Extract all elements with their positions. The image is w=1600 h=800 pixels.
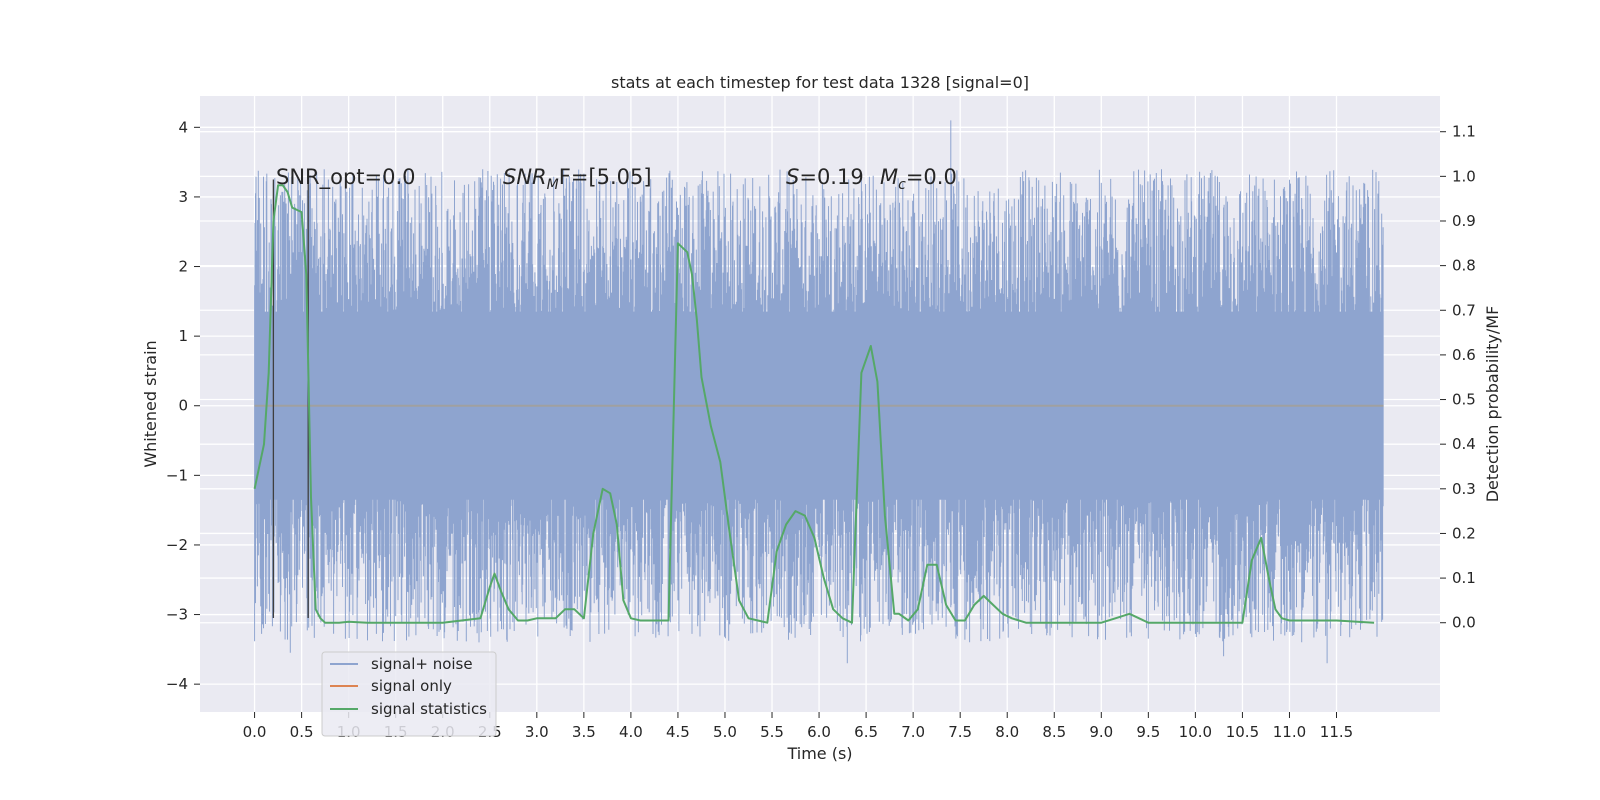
annotation-s-main: S: [786, 165, 799, 189]
y-right-tick-label: 0.8: [1452, 257, 1476, 275]
y-right-tick-label: 1.1: [1452, 123, 1476, 141]
y-tick-label: 2: [178, 258, 188, 276]
annotation-mc-main: M: [880, 165, 898, 189]
y-tick-label: −4: [166, 675, 188, 693]
axes: 0.00.51.01.52.02.53.03.54.04.55.05.56.06…: [166, 118, 1476, 741]
x-tick-label: 6.5: [854, 723, 878, 741]
annotation-snr-mf-sub: M: [547, 177, 559, 193]
x-tick-label: 11.5: [1320, 723, 1353, 741]
y-right-tick-label: 0.5: [1452, 391, 1476, 409]
legend-label-signal-only: signal only: [371, 677, 452, 695]
annotation-mc: Mc=0.0: [880, 165, 957, 193]
series-signal-statistics: [253, 184, 1375, 624]
y-right-tick-label: 0.6: [1452, 346, 1476, 364]
y-right-tick-label: 0.3: [1452, 480, 1476, 498]
x-tick-label: 9.5: [1136, 723, 1160, 741]
signal-statistics-line: [253, 184, 1375, 624]
x-tick-label: 10.5: [1226, 723, 1259, 741]
x-tick-label: 11.0: [1273, 723, 1306, 741]
y-right-tick-label: 0.1: [1452, 569, 1476, 587]
y-right-tick-label: 0.2: [1452, 524, 1476, 542]
x-tick-label: 4.0: [619, 723, 643, 741]
y-tick-label: 3: [178, 188, 188, 206]
y-tick-label: −2: [166, 536, 188, 554]
x-tick-label: 0.5: [290, 723, 314, 741]
annotation-s-tail: =0.19: [799, 165, 863, 189]
legend: signal+ noise signal only signal statist…: [321, 651, 497, 737]
annotation-snr-mf-tail: F=[5.05]: [559, 165, 652, 189]
x-tick-label: 8.5: [1042, 723, 1066, 741]
y-tick-label: −1: [166, 466, 188, 484]
x-tick-label: 5.0: [713, 723, 737, 741]
y-tick-label: 4: [178, 118, 188, 136]
annotation-snr-opt: SNR_opt=0.0: [276, 165, 416, 190]
annotation-s: S=0.19: [786, 165, 864, 189]
y-tick-label: 1: [178, 327, 188, 345]
x-tick-label: 10.0: [1179, 723, 1212, 741]
x-tick-label: 3.0: [525, 723, 549, 741]
x-tick-label: 7.5: [948, 723, 972, 741]
x-tick-label: 5.5: [760, 723, 784, 741]
x-tick-label: 6.0: [807, 723, 831, 741]
y-right-tick-label: 1.0: [1452, 167, 1476, 185]
x-tick-label: 4.5: [666, 723, 690, 741]
x-axis-label: Time (s): [786, 744, 852, 763]
annotation-mc-tail: =0.0: [906, 165, 957, 189]
y-axis-right-label: Detection probability/MF: [1483, 306, 1502, 503]
y-tick-label: −3: [166, 606, 188, 624]
x-tick-label: 9.0: [1089, 723, 1113, 741]
x-tick-label: 7.0: [901, 723, 925, 741]
y-right-tick-label: 0.4: [1452, 435, 1476, 453]
legend-box: [321, 651, 497, 737]
annotation-mc-sub: c: [898, 177, 906, 193]
x-tick-label: 3.5: [572, 723, 596, 741]
y-tick-label: 0: [178, 397, 188, 415]
legend-label-signal-noise: signal+ noise: [371, 655, 473, 673]
x-tick-label: 8.0: [995, 723, 1019, 741]
y-right-tick-label: 0.7: [1452, 301, 1476, 319]
y-right-tick-label: 0.0: [1452, 614, 1476, 632]
legend-label-signal-statistics: signal statistics: [371, 700, 487, 718]
annotation-snr-mf-main: SNR: [503, 165, 547, 189]
x-tick-label: 0.0: [243, 723, 267, 741]
y-right-tick-label: 0.9: [1452, 212, 1476, 230]
chart-title: stats at each timestep for test data 132…: [611, 73, 1029, 92]
annotation-snr-mf: SNRMF=[5.05]: [503, 165, 652, 193]
y-axis-label: Whitened strain: [141, 340, 160, 467]
